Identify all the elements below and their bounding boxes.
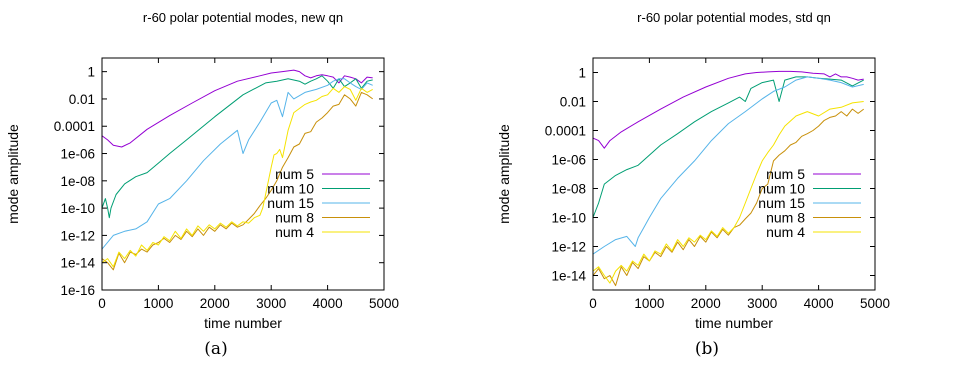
y-tick-label: 1e-10: [60, 201, 95, 216]
y-tick-label: 1e-06: [60, 147, 95, 162]
y-tick-label: 0.01: [560, 95, 586, 110]
series-line-num-10: [102, 75, 373, 219]
plot-frame: [592, 57, 876, 291]
x-tick-label: 1000: [143, 296, 173, 311]
y-tick-label: 1e-10: [551, 211, 586, 226]
legend-label-num-5: num 5: [766, 166, 805, 182]
y-tick-label: 0.0001: [54, 119, 95, 134]
x-tick-label: 0: [589, 296, 597, 311]
series-line-num-15: [593, 76, 864, 255]
y-tick-label: 1e-12: [551, 240, 586, 255]
legend-label-num-15: num 15: [267, 195, 314, 211]
y-tick-label: 1e-12: [60, 228, 95, 243]
y-tick-label: 1e-14: [551, 269, 586, 284]
series-group: [593, 70, 865, 287]
y-tick-label: 1e-08: [551, 182, 586, 197]
series-line-num-5: [102, 69, 373, 148]
x-tick-label: 1000: [634, 296, 664, 311]
x-tick-label: 5000: [860, 296, 890, 311]
legend-label-num-4: num 4: [275, 224, 314, 240]
series-group: [102, 69, 373, 271]
chart-panel-b: r-60 polar potential modes, std qn 0 1000 2…: [496, 10, 890, 359]
panel-caption: (a): [204, 339, 227, 359]
x-tick-label: 4000: [804, 296, 834, 311]
series-line-num-10: [593, 76, 864, 218]
y-tick-label: 0.0001: [545, 124, 586, 139]
x-tick-label: 2000: [691, 296, 721, 311]
legend-label-num-8: num 8: [275, 210, 314, 226]
chart-panel-a: r-60 polar potential modes, new qn 0 1000 2…: [5, 10, 399, 359]
x-tick-label: 5000: [369, 296, 399, 311]
y-tick-label: 1e-16: [60, 283, 95, 298]
panel-caption: (b): [695, 339, 719, 359]
y-tick-label: 1e-08: [60, 174, 95, 189]
x-tick-label: 3000: [747, 296, 777, 311]
chart-title: r-60 polar potential modes, std qn: [637, 10, 831, 25]
series-line-num-8: [593, 108, 865, 287]
legend-label-num-8: num 8: [766, 210, 805, 226]
series-line-num-8: [102, 91, 373, 271]
series-line-num-4: [593, 101, 864, 284]
x-tick-label: 2000: [200, 296, 230, 311]
legend-label-num-10: num 10: [758, 181, 805, 197]
x-axis-label: time number: [204, 315, 282, 331]
y-axis-label: mode amplitude: [496, 124, 512, 224]
legend-label-num-5: num 5: [275, 166, 314, 182]
y-tick-label: 1: [87, 65, 95, 80]
plot-frame: [101, 57, 385, 291]
series-line-num-5: [593, 70, 864, 149]
series-line-num-4: [102, 86, 373, 268]
legend-label-num-10: num 10: [267, 181, 314, 197]
y-axis-label: mode amplitude: [5, 124, 21, 224]
x-tick-label: 3000: [256, 296, 286, 311]
chart-title: r-60 polar potential modes, new qn: [143, 10, 343, 25]
x-axis-label: time number: [695, 315, 773, 331]
y-tick-label: 1e-14: [60, 256, 95, 271]
legend-label-num-4: num 4: [766, 224, 805, 240]
legend-label-num-15: num 15: [758, 195, 805, 211]
x-tick-label: 4000: [313, 296, 343, 311]
y-tick-label: 1: [578, 66, 586, 81]
y-tick-label: 0.01: [69, 92, 95, 107]
series-line-num-15: [102, 78, 373, 250]
x-tick-label: 0: [98, 296, 106, 311]
y-tick-label: 1e-06: [551, 153, 586, 168]
